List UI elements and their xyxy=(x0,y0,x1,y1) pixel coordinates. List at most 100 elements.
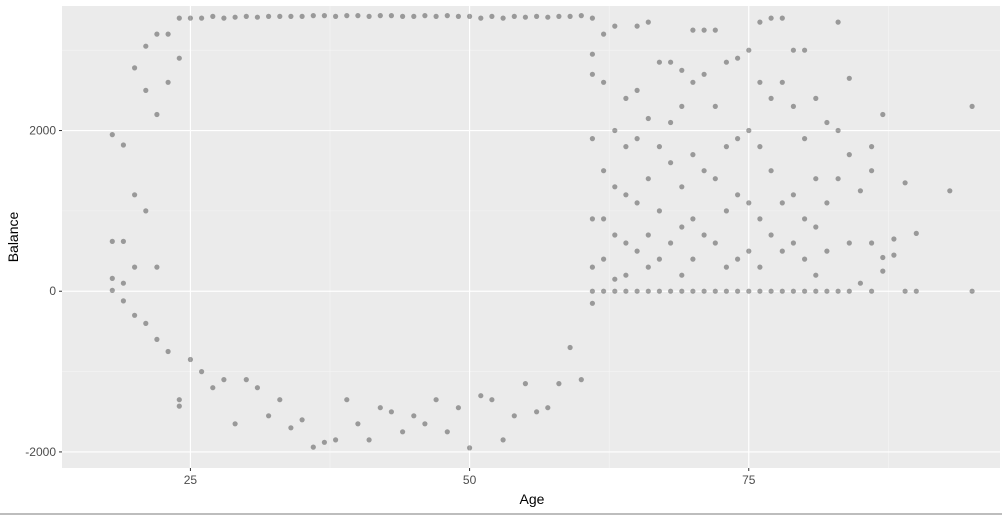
ticks-layer: 25 50 75 -2000 0 2000 xyxy=(25,124,755,487)
data-point xyxy=(690,152,696,158)
data-point xyxy=(623,95,629,101)
data-point xyxy=(668,59,674,65)
data-point xyxy=(712,288,718,294)
data-point xyxy=(288,425,294,431)
data-point xyxy=(723,59,730,65)
data-point xyxy=(344,13,350,19)
data-point xyxy=(824,248,830,254)
data-point xyxy=(869,168,875,174)
data-point xyxy=(109,238,115,244)
data-point xyxy=(132,264,138,270)
data-point xyxy=(444,13,450,19)
data-point xyxy=(690,216,696,222)
data-point xyxy=(891,252,897,258)
data-point xyxy=(902,288,908,294)
data-point xyxy=(120,142,126,148)
data-point xyxy=(444,429,450,435)
data-point xyxy=(366,437,372,443)
data-point xyxy=(132,312,138,318)
data-point xyxy=(690,27,696,33)
data-point xyxy=(645,19,651,25)
data-point xyxy=(768,95,774,101)
data-point xyxy=(266,413,272,419)
data-point xyxy=(768,15,774,21)
data-point xyxy=(846,75,852,81)
data-point xyxy=(589,71,596,77)
data-point xyxy=(656,144,663,150)
data-point xyxy=(299,417,305,423)
data-point xyxy=(612,184,618,190)
data-point xyxy=(645,115,651,122)
data-point xyxy=(321,13,327,19)
data-point xyxy=(723,288,730,294)
data-point xyxy=(187,356,193,363)
data-point xyxy=(634,87,640,93)
data-point xyxy=(824,119,830,126)
data-point xyxy=(467,13,473,19)
data-point xyxy=(243,13,249,19)
data-point xyxy=(388,13,394,19)
data-point xyxy=(589,264,596,270)
data-point xyxy=(455,405,461,411)
data-point xyxy=(321,439,327,445)
data-point xyxy=(143,43,149,49)
data-point xyxy=(645,288,651,294)
data-point xyxy=(857,188,864,194)
x-tick-label: 25 xyxy=(184,473,198,487)
data-point xyxy=(712,240,718,246)
data-point xyxy=(656,288,663,294)
data-point xyxy=(355,421,361,427)
data-point xyxy=(109,275,115,281)
data-point xyxy=(679,103,685,109)
data-point xyxy=(433,13,439,19)
data-point xyxy=(176,397,182,403)
data-point xyxy=(612,23,618,29)
data-point xyxy=(154,111,160,118)
data-point xyxy=(846,288,852,294)
data-point xyxy=(176,15,182,21)
data-point xyxy=(545,14,551,20)
data-point xyxy=(612,232,618,238)
data-point xyxy=(802,256,808,262)
data-point xyxy=(701,288,707,294)
data-point xyxy=(824,288,830,294)
data-point xyxy=(846,152,852,158)
data-point xyxy=(824,200,830,206)
window-bottom-border xyxy=(0,513,1002,515)
data-point xyxy=(768,168,774,174)
data-point xyxy=(735,288,741,294)
data-point xyxy=(467,445,473,451)
data-point xyxy=(120,298,126,304)
data-point xyxy=(176,403,182,409)
data-point xyxy=(679,272,685,278)
data-point xyxy=(433,397,439,403)
data-point xyxy=(835,176,841,182)
data-point xyxy=(813,95,819,101)
data-point xyxy=(634,136,640,142)
data-point xyxy=(366,13,372,19)
data-point xyxy=(455,13,461,19)
data-point xyxy=(757,288,763,294)
data-point xyxy=(277,13,283,19)
data-point xyxy=(489,397,495,403)
y-axis-title: Balance xyxy=(5,211,21,262)
data-point xyxy=(913,288,919,294)
data-point xyxy=(712,27,718,33)
data-point xyxy=(109,132,115,138)
data-point xyxy=(623,144,629,150)
data-point xyxy=(757,19,763,25)
data-point xyxy=(701,232,707,238)
data-point xyxy=(802,288,808,294)
data-point xyxy=(534,13,540,19)
data-point xyxy=(132,192,138,198)
data-point xyxy=(400,13,406,19)
data-point xyxy=(690,256,696,262)
data-point xyxy=(790,192,797,198)
data-point xyxy=(668,288,674,294)
data-point xyxy=(735,136,741,142)
data-point xyxy=(601,31,607,37)
data-point xyxy=(243,377,249,383)
data-point xyxy=(846,240,852,246)
